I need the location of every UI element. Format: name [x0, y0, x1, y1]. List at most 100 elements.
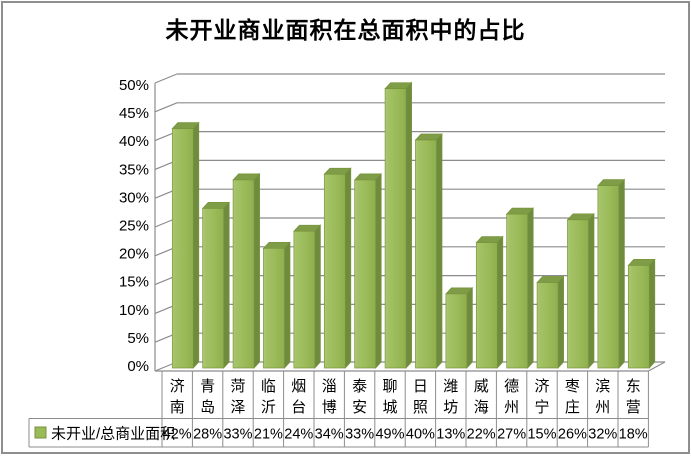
y-tick-label: 30%: [119, 189, 149, 206]
value-cell-text: 22%: [467, 427, 496, 443]
category-label-char: 菏: [230, 378, 245, 395]
chart-title: 未开业商业面积在总面积中的占比: [165, 17, 526, 43]
bar-front-face: [567, 219, 589, 369]
bar-side-face: [557, 275, 564, 369]
value-cell-text: 24%: [284, 427, 313, 443]
category-label-char: 宁: [534, 399, 549, 416]
category-label-char: 营: [626, 399, 641, 416]
bar-front-face: [597, 185, 620, 369]
y-tick-label: 45%: [119, 105, 149, 122]
y-tick-label: 35%: [119, 161, 149, 178]
category-label-char: 威: [474, 378, 489, 395]
category-label-char: 台: [291, 399, 306, 416]
bar-front-face: [293, 230, 316, 369]
category-label-char: 青: [200, 378, 215, 395]
bar-side-face: [284, 241, 291, 369]
y-tick-label: 20%: [119, 246, 149, 263]
value-cell-text: 26%: [558, 427, 587, 443]
legend-label: 未开业/总商业面积: [51, 426, 175, 443]
category-label-char: 庄: [565, 398, 580, 416]
bar-side-face: [648, 258, 656, 369]
value-cell-text: 32%: [588, 427, 617, 443]
bar-side-face: [496, 235, 504, 369]
bar-side-face: [253, 173, 260, 369]
category-label-char: 海: [474, 399, 489, 416]
category-label-char: 州: [504, 399, 519, 416]
category-label-char: 岛: [200, 399, 215, 416]
bar-side-face: [405, 81, 412, 369]
category-label-char: 枣: [565, 378, 580, 395]
value-cell-text: 13%: [436, 427, 465, 443]
value-cell-text: 15%: [527, 427, 556, 443]
category-label-char: 沂: [261, 399, 276, 416]
category-label-char: 州: [595, 399, 610, 416]
value-cell-text: 49%: [375, 427, 404, 443]
bar-front-face: [232, 179, 255, 369]
bar-side-face: [466, 287, 473, 369]
y-tick-label: 0%: [127, 358, 149, 375]
bar-front-face: [263, 247, 285, 369]
bar-side-face: [527, 207, 534, 369]
bar-front-face: [354, 179, 377, 369]
category-label-char: 博: [322, 399, 337, 416]
y-tick-label: 40%: [119, 133, 149, 150]
y-tick-label: 5%: [127, 330, 149, 347]
bar-front-face: [627, 265, 650, 369]
value-cell-text: 33%: [223, 427, 252, 443]
category-label-char: 南: [170, 399, 185, 416]
y-tick-label: 15%: [119, 274, 149, 291]
category-label-char: 安: [352, 399, 367, 416]
value-cell-text: 40%: [406, 427, 435, 443]
value-cell-text: 33%: [345, 427, 374, 443]
value-cell-text: 42%: [163, 427, 192, 443]
bar-front-face: [536, 282, 559, 369]
category-label-char: 东: [626, 378, 641, 395]
bar-front-face: [415, 139, 437, 369]
bar-side-face: [192, 121, 200, 369]
bar-side-face: [375, 173, 382, 369]
bar-side-face: [344, 167, 352, 369]
category-label-char: 潍: [443, 378, 458, 395]
value-cell-text: 34%: [315, 427, 344, 443]
category-label-char: 临: [261, 378, 276, 395]
category-label-char: 泰: [352, 378, 367, 395]
bar-front-face: [323, 173, 346, 369]
category-label-char: 烟: [291, 378, 306, 395]
y-tick-label: 25%: [119, 218, 149, 235]
bar-side-face: [314, 224, 321, 369]
y-tick-label: 50%: [119, 77, 149, 94]
category-label-char: 济: [170, 378, 185, 395]
bar-front-face: [171, 128, 194, 369]
bar-front-face: [445, 293, 468, 369]
value-cell-text: 28%: [193, 427, 222, 443]
bar-side-face: [618, 178, 625, 369]
bar-front-face: [384, 88, 407, 369]
category-label-char: 滨: [595, 378, 610, 395]
grid-depth-connector: [154, 102, 178, 113]
category-label-char: 德: [504, 377, 519, 395]
bar-front-face: [202, 208, 225, 369]
floor-right-edge: [648, 361, 666, 372]
value-cell-text: 27%: [497, 427, 526, 443]
value-cell-text: 18%: [619, 427, 648, 443]
bar-side-face: [436, 133, 443, 369]
bar-side-face: [223, 201, 230, 369]
bar-front-face: [475, 242, 498, 369]
grid-depth-connector: [154, 73, 178, 84]
bar-front-face: [506, 213, 529, 369]
category-label-char: 照: [413, 399, 428, 416]
category-label-char: 日: [413, 378, 428, 395]
category-label-char: 淄: [322, 378, 337, 395]
value-cell-text: 21%: [254, 427, 283, 443]
category-label-char: 坊: [443, 399, 458, 416]
y-tick-label: 10%: [119, 302, 149, 319]
category-label-char: 济: [534, 378, 549, 395]
legend-key-icon: [34, 426, 47, 439]
category-label-char: 泽: [230, 399, 245, 416]
category-label-char: 聊: [382, 378, 397, 395]
bar-side-face: [588, 212, 595, 369]
category-label-char: 城: [382, 399, 397, 416]
